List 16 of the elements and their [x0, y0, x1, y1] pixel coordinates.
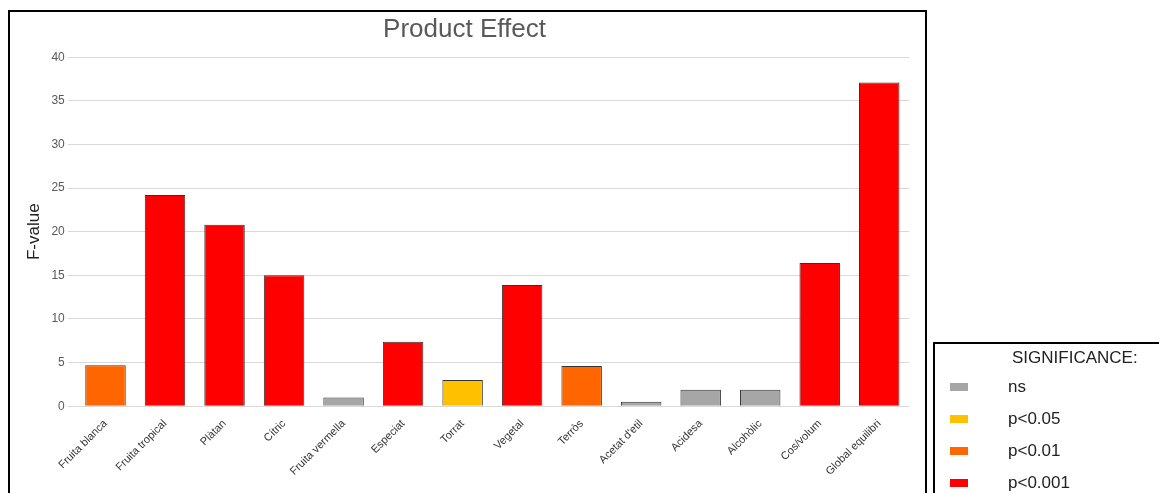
- y-tick-label: 10: [51, 311, 66, 326]
- y-tick-label: 35: [51, 93, 66, 108]
- y-tick-label: 20: [51, 224, 66, 239]
- chart-title: Product Effect: [383, 12, 547, 43]
- legend-label: p<0.05: [1008, 408, 1061, 430]
- y-tick-label: 15: [51, 267, 66, 282]
- y-axis-title: F-value: [23, 203, 43, 261]
- legend-label: p<0.001: [1008, 472, 1070, 493]
- y-tick-label: 0: [58, 398, 66, 413]
- y-tick-label: 5: [58, 354, 66, 369]
- y-tick-label: 40: [51, 49, 66, 64]
- legend-label: ns: [1008, 376, 1026, 398]
- legend-title: SIGNIFICANCE:: [1011, 347, 1138, 369]
- y-tick-label: 25: [51, 180, 66, 195]
- legend-label: p<0.01: [1008, 440, 1061, 462]
- y-tick-label: 30: [51, 136, 66, 151]
